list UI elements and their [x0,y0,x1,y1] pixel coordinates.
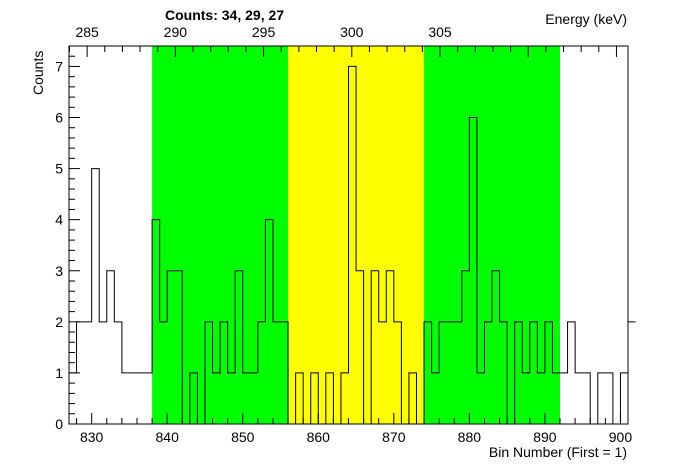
tick-labels: 830 840 850 860 870 880 890 900 0 1 2 3 4 5 6 7 285 290 29… [55,24,632,445]
x-axis-title: Bin Number (First = 1) [489,444,627,460]
histogram-line [69,65,636,425]
x-tick-label: 860 [307,429,331,445]
x-tick-label: 880 [458,429,482,445]
top-tick-label: 290 [164,24,188,40]
chart-title: Counts: 34, 29, 27 [165,7,284,23]
y-tick-label: 2 [55,314,63,330]
axis-ticks [68,45,621,425]
y-tick-label: 3 [55,263,63,279]
x-tick-label: 830 [80,429,104,445]
x-tick-label: 890 [533,429,557,445]
top-tick-label: 285 [75,24,99,40]
y-tick-label: 5 [55,161,63,177]
y-tick-label: 1 [55,365,63,381]
y-tick-label: 7 [55,58,63,74]
y-axis-title: Counts [30,51,46,95]
x-tick-label: 870 [382,429,406,445]
y-tick-label: 0 [55,416,63,432]
top-axis-title: Energy (keV) [545,11,627,27]
region-band-3 [424,46,561,424]
y-tick-label: 6 [55,110,63,126]
x-tick-label: 900 [609,429,633,445]
x-tick-label: 840 [156,429,180,445]
top-tick-label: 300 [340,24,364,40]
top-tick-label: 295 [252,24,276,40]
top-tick-label: 305 [428,24,452,40]
y-tick-label: 4 [55,212,63,228]
x-tick-label: 850 [231,429,255,445]
